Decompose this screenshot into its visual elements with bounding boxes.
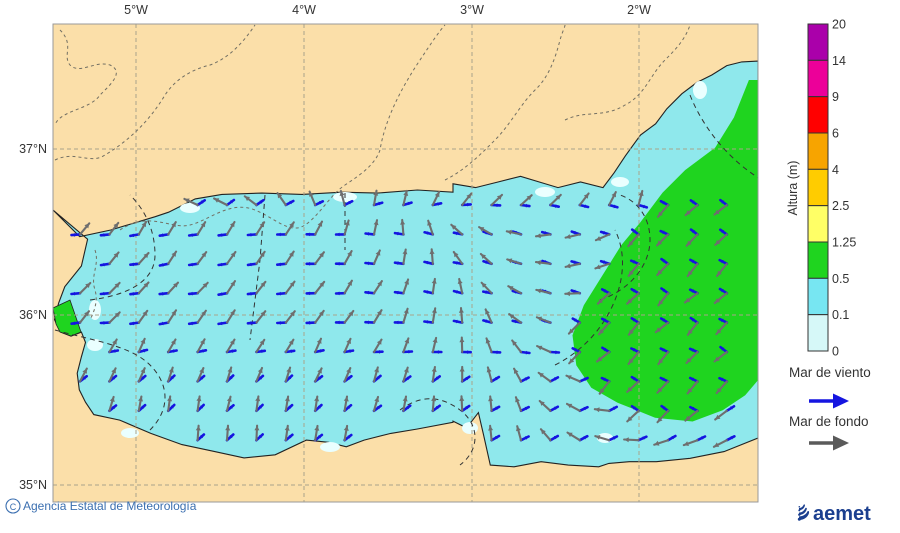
svg-text:C: C xyxy=(10,502,17,512)
svg-text:1.25: 1.25 xyxy=(832,236,856,250)
svg-text:4°W: 4°W xyxy=(292,3,316,17)
svg-text:20: 20 xyxy=(832,18,846,32)
svg-text:Altura (m): Altura (m) xyxy=(786,161,800,216)
svg-text:5°W: 5°W xyxy=(124,3,148,17)
svg-text:14: 14 xyxy=(832,54,846,68)
svg-text:37°N: 37°N xyxy=(19,142,47,156)
svg-text:6: 6 xyxy=(832,127,839,141)
svg-text:0.5: 0.5 xyxy=(832,272,849,286)
svg-text:0.1: 0.1 xyxy=(832,308,849,322)
svg-text:35°N: 35°N xyxy=(19,478,47,492)
svg-text:Mar de viento: Mar de viento xyxy=(789,365,871,380)
svg-text:Agencia Estatal de Meteorologí: Agencia Estatal de Meteorología xyxy=(23,499,197,513)
svg-text:3°W: 3°W xyxy=(460,3,484,17)
svg-text:2°W: 2°W xyxy=(627,3,651,17)
svg-text:9: 9 xyxy=(832,90,839,104)
svg-text:0: 0 xyxy=(832,345,839,359)
svg-text:4: 4 xyxy=(832,163,839,177)
svg-text:2.5: 2.5 xyxy=(832,199,849,213)
svg-text:36°N: 36°N xyxy=(19,308,47,322)
svg-text:Mar de fondo: Mar de fondo xyxy=(789,414,869,429)
svg-text:aemet: aemet xyxy=(813,503,871,525)
